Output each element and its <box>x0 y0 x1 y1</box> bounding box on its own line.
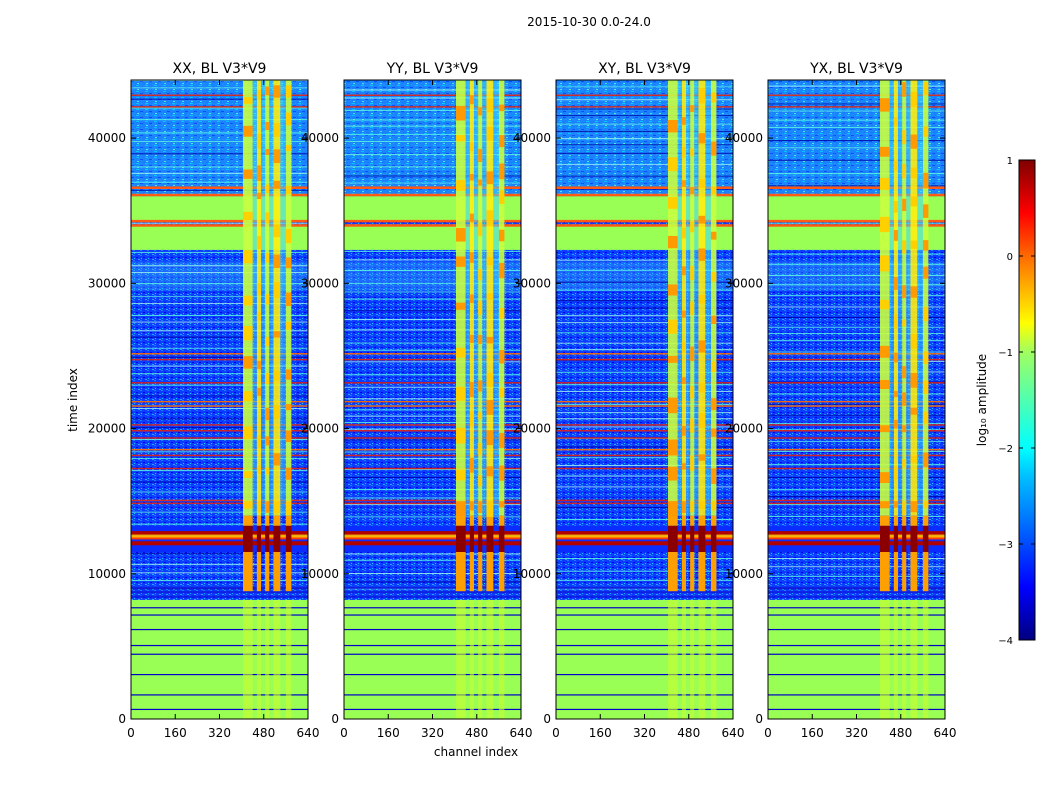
panel-title: YX, BL V3*V9 <box>809 61 903 77</box>
x-tick-label: 160 <box>801 726 824 740</box>
y-tick-label: 0 <box>543 712 551 726</box>
y-tick-label: 10000 <box>301 567 339 581</box>
y-tick-label: 0 <box>118 712 126 726</box>
colorbar-tick-label: −1 <box>998 348 1013 359</box>
x-tick-label: 320 <box>845 726 868 740</box>
x-tick-label: 480 <box>889 726 912 740</box>
x-tick-label: 160 <box>589 726 612 740</box>
x-tick-label: 0 <box>764 726 772 740</box>
colorbar-tick-label: −4 <box>998 636 1013 647</box>
colorbar-tick-label: 1 <box>1007 156 1013 167</box>
y-axis-label: time index <box>66 368 80 432</box>
y-tick-label: 30000 <box>513 276 551 290</box>
colorbar-gradient <box>1018 159 1036 641</box>
x-tick-label: 640 <box>934 726 957 740</box>
colorbar-tick-label: −3 <box>998 540 1013 551</box>
x-tick-label: 320 <box>633 726 656 740</box>
colorbar-tick-label: 0 <box>1007 252 1013 263</box>
x-tick-label: 160 <box>377 726 400 740</box>
y-tick-label: 0 <box>331 712 339 726</box>
x-tick-label: 480 <box>252 726 275 740</box>
y-tick-label: 20000 <box>301 422 339 436</box>
y-tick-label: 10000 <box>725 567 763 581</box>
x-tick-label: 160 <box>164 726 187 740</box>
y-tick-label: 20000 <box>88 422 126 436</box>
y-tick-label: 10000 <box>88 567 126 581</box>
y-tick-label: 30000 <box>88 276 126 290</box>
y-tick-label: 20000 <box>513 422 551 436</box>
x-tick-label: 320 <box>208 726 231 740</box>
panel-title: XX, BL V3*V9 <box>173 61 267 77</box>
y-tick-label: 40000 <box>301 131 339 145</box>
heatmap-cells <box>768 80 945 719</box>
x-tick-label: 320 <box>421 726 444 740</box>
y-tick-label: 40000 <box>513 131 551 145</box>
panel-title: YY, BL V3*V9 <box>386 61 479 77</box>
panel-1: XX, BL V3*V9 0 160 320 480 640 0 10000 20000 3000… <box>88 61 320 740</box>
heatmap-cells <box>131 80 308 719</box>
colorbar-label: log₁₀ amplitude <box>975 354 989 446</box>
y-tick-label: 10000 <box>513 567 551 581</box>
x-tick-label: 480 <box>465 726 488 740</box>
panel-2: YY, BL V3*V9 0 160 320 480 640 0 10000 20000 3000… <box>301 61 533 740</box>
x-tick-label: 480 <box>677 726 700 740</box>
y-tick-label: 30000 <box>725 276 763 290</box>
y-tick-label: 40000 <box>88 131 126 145</box>
x-tick-label: 0 <box>552 726 560 740</box>
x-axis-label: channel index <box>434 745 518 759</box>
y-tick-label: 40000 <box>725 131 763 145</box>
panel-3: XY, BL V3*V9 0 160 320 480 640 0 10000 20000 3000… <box>513 61 745 740</box>
panel-4: YX, BL V3*V9 0 160 320 480 640 0 10000 20000 3000… <box>725 61 957 740</box>
x-tick-label: 0 <box>127 726 135 740</box>
x-tick-label: 640 <box>722 726 745 740</box>
figure-title: 2015-10-30 0.0-24.0 <box>527 15 651 29</box>
y-tick-label: 20000 <box>725 422 763 436</box>
x-tick-label: 0 <box>340 726 348 740</box>
colorbar: 1 0 −1 −2 −3 −4 log₁₀ amplitude <box>975 156 1036 647</box>
heatmap-cells <box>556 80 733 719</box>
y-tick-label: 30000 <box>301 276 339 290</box>
y-tick-label: 0 <box>755 712 763 726</box>
x-tick-label: 640 <box>297 726 320 740</box>
heatmap-cells <box>344 80 521 719</box>
colorbar-tick-label: −2 <box>998 444 1013 455</box>
x-tick-label: 640 <box>510 726 533 740</box>
panel-title: XY, BL V3*V9 <box>598 61 691 77</box>
